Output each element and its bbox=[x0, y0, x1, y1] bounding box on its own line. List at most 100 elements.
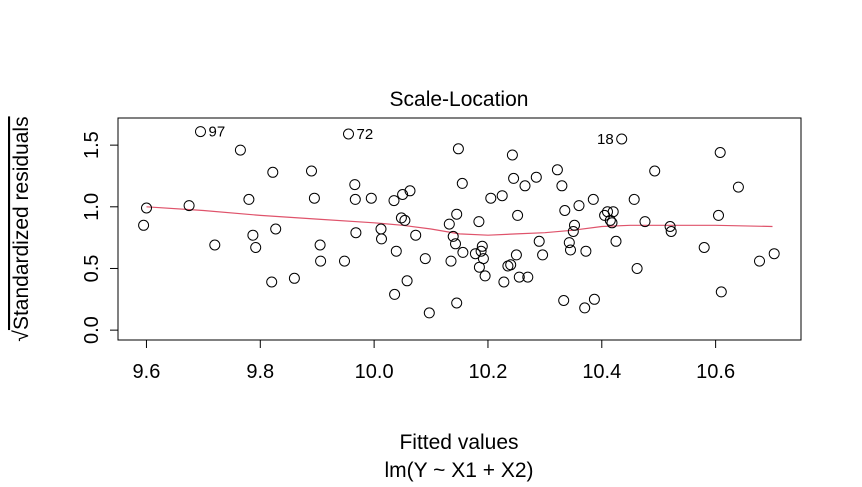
data-point bbox=[754, 255, 765, 267]
data-point bbox=[665, 226, 677, 237]
data-point bbox=[247, 229, 259, 241]
data-point bbox=[496, 190, 508, 202]
x-axis: 9.6 9.8 10.0 10.2 10.4 10.6 bbox=[133, 339, 735, 383]
data-point bbox=[573, 200, 585, 212]
data-point bbox=[343, 128, 354, 140]
data-point bbox=[537, 249, 549, 261]
data-point bbox=[375, 223, 387, 235]
data-point bbox=[498, 276, 510, 288]
data-point bbox=[713, 209, 724, 221]
x-tick-label: 10.0 bbox=[355, 361, 394, 383]
data-point bbox=[522, 271, 534, 283]
data-point bbox=[350, 227, 362, 239]
data-point bbox=[315, 255, 327, 267]
x-tick-label: 9.8 bbox=[246, 361, 274, 383]
y-axis-title-group: √Standardized residuals bbox=[10, 116, 33, 341]
data-point bbox=[533, 235, 545, 247]
data-point bbox=[732, 181, 744, 193]
data-point bbox=[506, 149, 518, 161]
data-point bbox=[243, 193, 255, 205]
smooth-line bbox=[146, 206, 773, 236]
data-point bbox=[209, 239, 221, 251]
data-point bbox=[551, 164, 563, 176]
data-point bbox=[567, 226, 579, 237]
point-annotation: 18 bbox=[597, 131, 614, 148]
y-tick-label: 1.0 bbox=[81, 193, 103, 221]
data-point bbox=[607, 206, 619, 218]
data-point bbox=[473, 216, 485, 228]
data-point bbox=[698, 242, 710, 253]
data-point bbox=[631, 263, 643, 274]
data-point bbox=[141, 202, 152, 214]
data-point bbox=[512, 209, 524, 221]
data-point bbox=[606, 217, 618, 229]
data-point bbox=[510, 249, 522, 261]
data-point bbox=[306, 165, 317, 177]
data-point bbox=[519, 180, 531, 192]
data-point bbox=[588, 293, 600, 305]
data-point bbox=[266, 276, 278, 288]
data-point bbox=[556, 180, 568, 192]
data-point bbox=[628, 193, 640, 205]
data-point bbox=[639, 216, 651, 228]
point-annotation: 97 bbox=[209, 124, 226, 141]
data-point bbox=[616, 133, 628, 145]
data-point bbox=[445, 255, 457, 267]
data-point bbox=[270, 223, 282, 235]
data-point bbox=[314, 239, 326, 251]
data-point bbox=[479, 270, 491, 282]
data-point bbox=[376, 233, 387, 245]
data-point bbox=[195, 126, 206, 138]
data-point bbox=[505, 259, 517, 271]
data-point bbox=[443, 218, 455, 230]
x-tick-label: 9.6 bbox=[133, 361, 161, 383]
data-point bbox=[234, 144, 246, 156]
data-point bbox=[485, 192, 497, 204]
data-point bbox=[456, 177, 468, 189]
chart-subtitle: lm(Y ~ X1 + X2) bbox=[384, 459, 533, 482]
data-point bbox=[250, 242, 262, 253]
data-point bbox=[288, 272, 300, 284]
data-point bbox=[339, 255, 350, 267]
x-tick-label: 10.2 bbox=[468, 361, 507, 383]
data-point bbox=[587, 193, 599, 205]
y-tick-label: 0.5 bbox=[81, 255, 103, 283]
data-point bbox=[349, 193, 361, 205]
data-point bbox=[390, 245, 402, 257]
points-group bbox=[138, 126, 780, 319]
data-point bbox=[580, 245, 592, 257]
data-point bbox=[664, 221, 676, 232]
data-point bbox=[558, 295, 570, 306]
x-axis-title: Fitted values bbox=[399, 431, 518, 454]
data-point bbox=[404, 185, 416, 197]
data-point bbox=[349, 179, 361, 191]
data-point bbox=[610, 235, 622, 247]
data-point bbox=[423, 307, 435, 319]
data-point bbox=[450, 238, 461, 250]
data-point bbox=[469, 248, 481, 260]
data-point bbox=[389, 288, 401, 300]
data-point bbox=[530, 171, 542, 183]
data-point bbox=[397, 189, 409, 200]
data-point bbox=[419, 253, 431, 265]
data-point bbox=[308, 192, 320, 204]
data-point bbox=[399, 214, 411, 226]
sqrt-symbol: √ bbox=[10, 330, 33, 342]
data-point bbox=[451, 297, 463, 309]
data-point bbox=[410, 229, 422, 241]
y-tick-label: 0.0 bbox=[81, 316, 103, 344]
data-point bbox=[508, 172, 520, 184]
data-point bbox=[451, 208, 463, 220]
data-point bbox=[579, 302, 591, 314]
data-point bbox=[476, 240, 488, 252]
data-point bbox=[563, 237, 575, 249]
data-point bbox=[388, 195, 400, 207]
data-point bbox=[768, 248, 780, 260]
point-annotation: 72 bbox=[357, 126, 374, 143]
data-point bbox=[513, 271, 525, 283]
annotations-group: 97 72 18 bbox=[209, 124, 614, 148]
y-tick-label: 1.5 bbox=[81, 131, 103, 159]
data-point bbox=[395, 212, 407, 224]
data-point bbox=[569, 219, 580, 231]
